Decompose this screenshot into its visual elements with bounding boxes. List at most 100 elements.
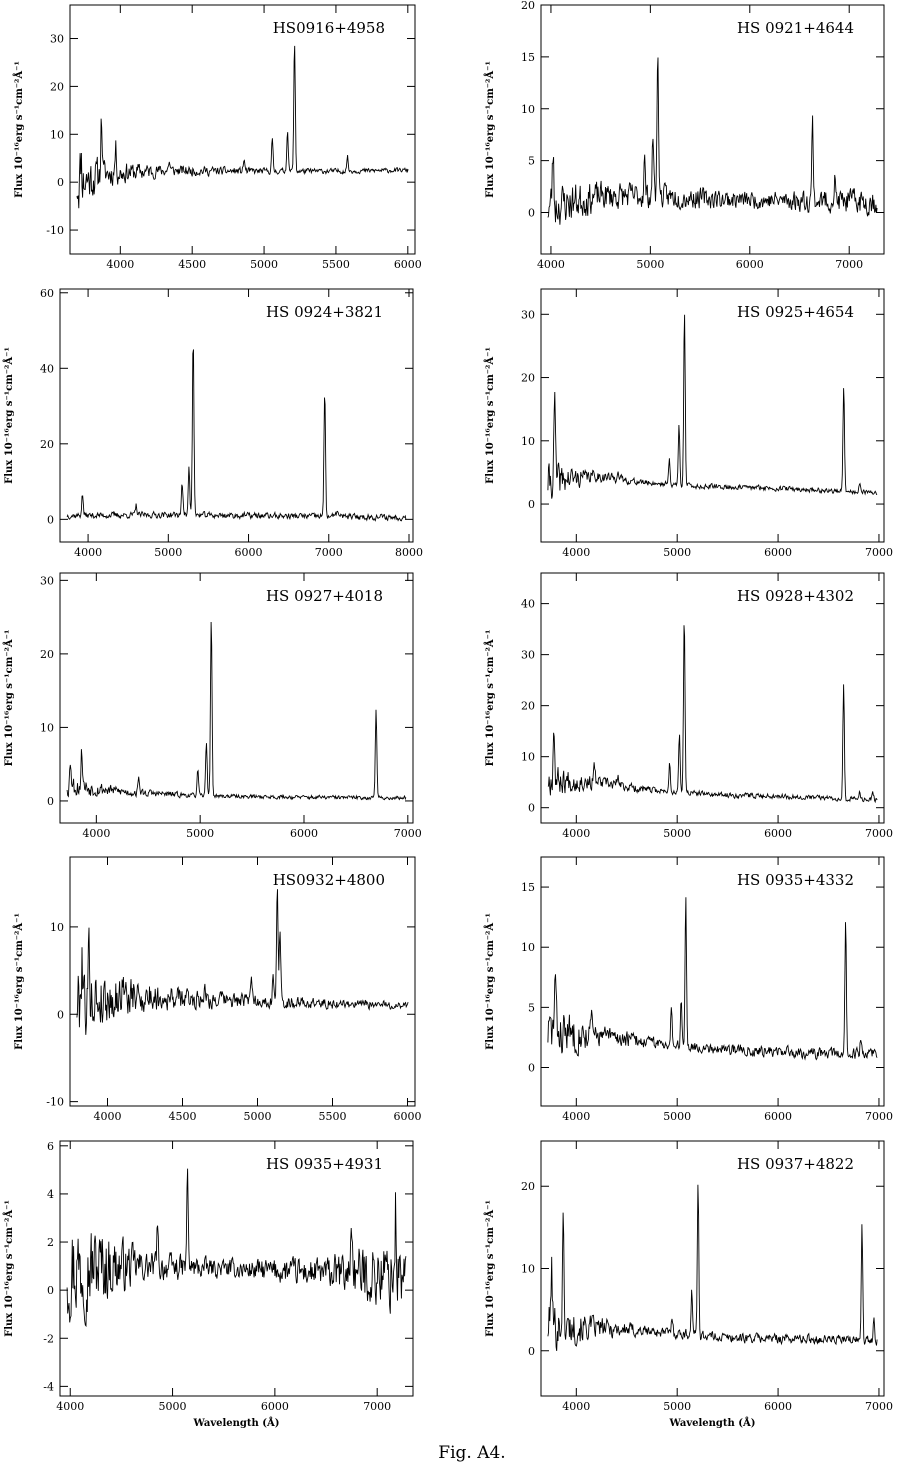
x-tick-label: 7000 (865, 1110, 893, 1123)
x-axis-label: Wavelength (Å) (668, 1417, 755, 1429)
plot-frame (59, 572, 414, 824)
x-tick-label: 7000 (394, 827, 422, 840)
x-tick-label: 6000 (764, 1400, 792, 1413)
x-axis-label: Wavelength (Å) (192, 1417, 279, 1429)
y-axis-label: Flux 10⁻¹⁶erg s⁻¹cm⁻²Å⁻¹ (484, 630, 496, 767)
spectrum-panel: 4000 5000 6000 7000 8000 0 20 40 60 HS 0924+3821 F… (3, 287, 423, 559)
y-tick-label: 5 (528, 155, 535, 168)
spectrum-panel: 4000 5000 6000 7000 0 10 20 30 HS 0927+4018 Flux … (3, 572, 422, 840)
y-tick-label: 10 (521, 1263, 535, 1276)
y-axis-label: Flux 10⁻¹⁶erg s⁻¹cm⁻²Å⁻¹ (3, 630, 15, 767)
spectrum-panel: 4000 5000 6000 7000 0 10 20 30 HS 0925+4654 Flux … (484, 288, 893, 559)
y-tick-label: 0 (57, 176, 64, 189)
y-tick-label: -2 (43, 1332, 54, 1345)
y-tick-label: 10 (521, 103, 535, 116)
y-tick-label: 20 (40, 438, 54, 451)
plot-frame (59, 288, 414, 543)
y-tick-label: -10 (46, 224, 64, 237)
y-tick-label: 30 (40, 574, 54, 587)
x-tick-label: 5500 (322, 258, 350, 271)
y-axis-label: Flux 10⁻¹⁶erg s⁻¹cm⁻²Å⁻¹ (13, 61, 25, 198)
y-tick-label: 0 (528, 207, 535, 220)
object-name: HS 0924+3821 (266, 303, 383, 321)
y-tick-label: 20 (521, 1180, 535, 1193)
spectrum-line (547, 625, 878, 804)
y-tick-label: 20 (40, 648, 54, 661)
x-tick-label: 8000 (395, 546, 423, 559)
y-tick-label: 0 (57, 1008, 64, 1021)
spectrum-panel: 4000 5000 6000 7000 0 10 20 30 40 HS 0928+4302 Flu… (484, 572, 893, 840)
object-name: HS0932+4800 (273, 871, 385, 889)
x-tick-label: 4000 (562, 1400, 590, 1413)
spectrum-panel: 4000 5000 6000 7000 0 5 10 15 HS 0935+4332 Flux 1… (484, 856, 893, 1123)
x-tick-label: 4500 (169, 1110, 197, 1123)
spectrum-line (76, 889, 409, 1035)
x-tick-label: 4000 (106, 258, 134, 271)
x-tick-label: 5500 (319, 1110, 347, 1123)
x-tick-label: 4500 (178, 258, 206, 271)
y-tick-label: 40 (40, 362, 54, 375)
plot-frame (69, 856, 416, 1107)
x-tick-label: 5000 (159, 1400, 187, 1413)
figure-caption: Fig. A4. (438, 1443, 505, 1463)
x-tick-label: 6000 (736, 258, 764, 271)
object-name: HS 0921+4644 (737, 19, 854, 37)
y-tick-label: 30 (521, 308, 535, 321)
y-tick-label: 0 (528, 802, 535, 815)
x-tick-label: 5000 (663, 1110, 691, 1123)
y-axis-label: Flux 10⁻¹⁶erg s⁻¹cm⁻²Å⁻¹ (13, 913, 25, 1050)
y-tick-label: 0 (47, 795, 54, 808)
y-tick-label: 20 (521, 0, 535, 12)
y-tick-label: 30 (50, 33, 64, 46)
y-axis-label: Flux 10⁻¹⁶erg s⁻¹cm⁻²Å⁻¹ (3, 1200, 15, 1337)
y-tick-label: 10 (40, 721, 54, 734)
y-tick-label: 15 (521, 51, 535, 64)
y-tick-label: 20 (50, 80, 64, 93)
x-tick-label: 4000 (56, 1400, 84, 1413)
spectrum-panel: 4000 5000 6000 7000 0 10 20 HS 0937+4822 Flux 10… (484, 1140, 893, 1429)
object-name: HS 0927+4018 (266, 587, 383, 605)
x-tick-label: 7000 (865, 827, 893, 840)
plot-frame (59, 1140, 414, 1397)
spectrum-line (547, 897, 878, 1061)
spectrum-line (547, 57, 878, 225)
x-tick-label: 5000 (154, 546, 182, 559)
object-name: HS 0935+4931 (266, 1155, 383, 1173)
spectrum-line (66, 349, 407, 522)
spectrum-panel: 4000 4500 5000 5500 6000 -10 0 10 HS0932+4800 Flu… (13, 856, 422, 1123)
y-axis-label: Flux 10⁻¹⁶erg s⁻¹cm⁻²Å⁻¹ (484, 1200, 496, 1337)
x-tick-label: 7000 (835, 258, 863, 271)
x-tick-label: 5000 (663, 827, 691, 840)
x-tick-label: 6000 (764, 546, 792, 559)
spectrum-panel: 4000 5000 6000 7000 0 5 10 15 20 HS 0921+4644 Flux… (484, 0, 885, 271)
y-tick-label: 20 (521, 372, 535, 385)
x-tick-label: 4000 (562, 546, 590, 559)
x-tick-label: 4000 (562, 827, 590, 840)
y-axis-label: Flux 10⁻¹⁶erg s⁻¹cm⁻²Å⁻¹ (3, 347, 15, 484)
object-name: HS 0937+4822 (737, 1155, 854, 1173)
spectrum-line (547, 1184, 878, 1351)
x-tick-label: 6000 (764, 827, 792, 840)
y-tick-label: 10 (521, 435, 535, 448)
x-tick-label: 6000 (261, 1400, 289, 1413)
plot-frame (540, 288, 885, 543)
x-tick-label: 5000 (250, 258, 278, 271)
y-tick-label: 4 (47, 1188, 54, 1201)
x-tick-label: 5000 (663, 1400, 691, 1413)
object-name: HS 0928+4302 (737, 587, 854, 605)
y-tick-label: 10 (50, 921, 64, 934)
plot-frame (540, 856, 885, 1107)
x-tick-label: 7000 (865, 1400, 893, 1413)
x-tick-label: 5000 (186, 827, 214, 840)
y-tick-label: 60 (40, 287, 54, 300)
spectrum-line (66, 1168, 407, 1328)
x-tick-label: 6000 (764, 1110, 792, 1123)
x-tick-label: 5000 (244, 1110, 272, 1123)
y-tick-label: 10 (521, 941, 535, 954)
spectrum-panel: 4000 4500 5000 5500 6000 -10 0 10 20 30 HS0916+495… (13, 4, 422, 271)
x-tick-label: 4000 (562, 1110, 590, 1123)
y-axis-label: Flux 10⁻¹⁶erg s⁻¹cm⁻²Å⁻¹ (484, 347, 496, 484)
y-tick-label: 2 (47, 1236, 54, 1249)
y-tick-label: 10 (521, 751, 535, 764)
